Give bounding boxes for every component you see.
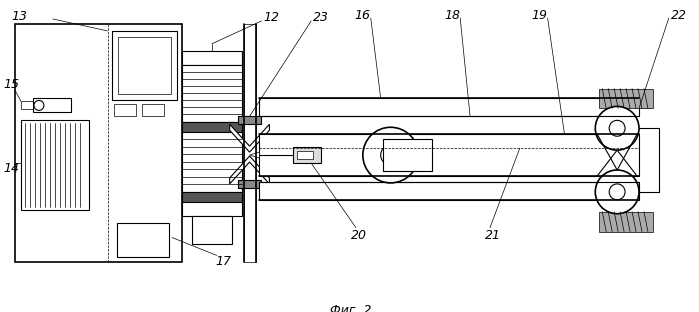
Bar	[192, 216, 231, 243]
Circle shape	[596, 170, 639, 214]
Text: 13: 13	[11, 11, 27, 23]
Bar	[244, 24, 256, 262]
Bar	[118, 37, 171, 95]
Bar	[238, 116, 261, 124]
Bar	[182, 65, 242, 122]
Polygon shape	[230, 156, 269, 184]
Bar	[599, 89, 653, 108]
Bar	[182, 192, 242, 202]
Text: 17: 17	[216, 255, 232, 268]
Bar	[182, 132, 242, 192]
Text: 12: 12	[264, 12, 280, 24]
Bar	[238, 180, 261, 188]
Circle shape	[610, 184, 625, 200]
Bar	[599, 212, 653, 232]
Bar	[15, 24, 182, 262]
Circle shape	[34, 100, 44, 110]
Text: 22: 22	[671, 8, 686, 22]
Circle shape	[363, 127, 419, 183]
Bar	[143, 105, 164, 116]
Bar	[21, 120, 89, 210]
Text: Фиг. 2: Фиг. 2	[330, 304, 371, 312]
Bar	[182, 202, 242, 216]
Text: 23: 23	[313, 12, 329, 24]
Bar	[33, 99, 71, 112]
Text: 15: 15	[3, 78, 19, 91]
Bar	[21, 101, 33, 110]
Circle shape	[610, 120, 625, 136]
Text: 14: 14	[3, 162, 19, 174]
Text: 21: 21	[485, 229, 501, 242]
Bar	[182, 122, 242, 132]
Text: 20: 20	[351, 229, 367, 242]
Bar	[113, 31, 177, 100]
Bar	[117, 223, 169, 257]
Bar	[182, 51, 242, 65]
Bar	[259, 99, 639, 116]
Bar	[259, 182, 639, 200]
Polygon shape	[230, 124, 269, 152]
Text: 19: 19	[532, 8, 547, 22]
Polygon shape	[250, 152, 259, 158]
Bar	[259, 134, 639, 176]
Text: 18: 18	[445, 8, 460, 22]
Circle shape	[596, 106, 639, 150]
Bar	[115, 105, 136, 116]
Circle shape	[381, 145, 401, 165]
Bar	[382, 139, 433, 171]
Text: 16: 16	[355, 8, 370, 22]
Bar	[294, 147, 321, 163]
Bar	[297, 151, 313, 159]
